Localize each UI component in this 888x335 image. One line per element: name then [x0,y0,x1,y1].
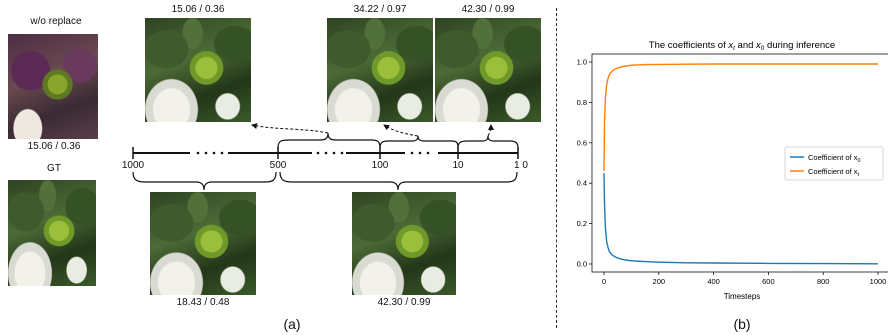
x-tick-label: 600 [762,277,775,286]
wo-replace-score: 15.06 / 0.36 [27,141,81,152]
y-tick-label: 0.6 [577,138,587,147]
gt-title: GT [47,163,61,174]
tick-label-1000: 1000 [121,160,145,171]
x-tick-label: 0 [602,277,606,286]
x-tick-label: 800 [817,277,830,286]
top-image-1-score: 15.06 / 0.36 [171,4,225,15]
bottom-image-2-score: 42.30 / 0.99 [377,297,431,308]
timestep-axis [132,123,519,191]
top-image-3 [435,18,541,122]
y-tick-label: 0.4 [577,179,587,188]
bottom-image-1 [150,192,256,295]
top-image-3-score: 42.30 / 0.99 [461,4,515,15]
legend-label-xt: Coefficient of xt [808,167,859,178]
wo-replace-image [8,34,98,139]
y-tick-label: 0.0 [577,260,587,269]
x-tick-label: 1000 [870,277,887,286]
panel-divider [556,8,557,328]
legend-label-x0: Coefficient of x0 [808,153,861,164]
bottom-image-2 [352,192,456,295]
wo-replace-title: w/o replace [30,16,82,27]
chart-axes: 0 200 400 600 800 1000 0.0 0.2 0.4 0.6 0.8 1.0 [577,58,887,287]
x-axis-label: Timesteps [724,292,761,301]
series-line-xt [603,63,878,172]
coefficients-chart: The coefficients of xt and x0 during inf… [577,40,888,301]
top-image-2 [327,18,433,122]
y-tick-label: 0.8 [577,98,587,107]
y-tick-label: 0.2 [577,219,587,228]
tick-label-10: 10 [452,160,464,171]
panel-b-label: (b) [733,316,751,332]
tick-label-500: 500 [269,160,287,171]
top-image-1 [145,18,251,122]
bottom-image-1-score: 18.43 / 0.48 [176,297,230,308]
chart-title: The coefficients of xt and x0 during inf… [649,40,835,52]
gt-image [8,180,96,286]
x-tick-label: 200 [653,277,666,286]
series-line-x0 [603,173,879,265]
plot-frame [591,53,888,273]
panel-a-label: (a) [283,316,301,332]
top-image-2-score: 34.22 / 0.97 [353,4,407,15]
x-tick-label: 400 [707,277,720,286]
tick-label-100: 100 [371,160,389,171]
chart-lines [603,63,879,265]
tick-label-1-0: 1 0 [514,160,528,171]
chart-legend: Coefficient of x0 Coefficient of xt [784,146,884,181]
y-tick-label: 1.0 [577,58,587,67]
